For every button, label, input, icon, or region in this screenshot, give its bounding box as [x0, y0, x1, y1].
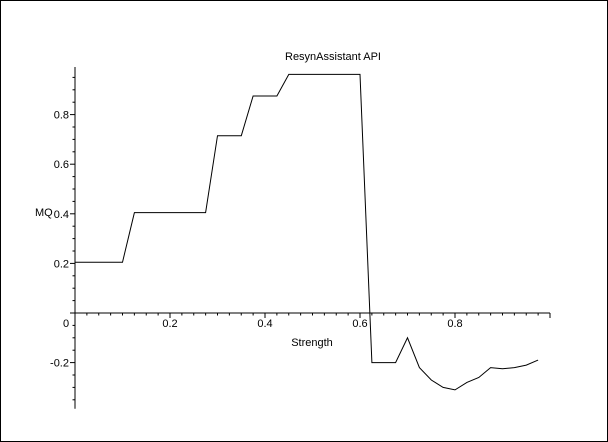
- y-tick-label: 0.4: [54, 209, 69, 221]
- x-tick-label: 0.4: [257, 318, 272, 330]
- y-tick-label: 0.6: [54, 159, 69, 171]
- series-line: [75, 73, 539, 391]
- x-tick-label: 0: [63, 318, 69, 330]
- y-tick-label: -0.2: [50, 358, 69, 370]
- x-tick-label: 0.6: [352, 318, 367, 330]
- chart-title: ResynAssistant API: [285, 51, 381, 63]
- y-tick-label: 0.8: [54, 110, 69, 122]
- y-tick-label: 0.2: [54, 258, 69, 270]
- x-axis-label: Strength: [291, 337, 333, 349]
- x-tick-label: 0.2: [162, 318, 177, 330]
- y-axis-label: MQ: [35, 207, 53, 219]
- x-tick-label: 0.8: [447, 318, 462, 330]
- series-layer: [75, 73, 539, 391]
- axes: [74, 66, 550, 409]
- ticks: 0 0.2 0.4 0.6 0.8 -0.2 0.2 0.4 0.6 0.8: [50, 76, 551, 401]
